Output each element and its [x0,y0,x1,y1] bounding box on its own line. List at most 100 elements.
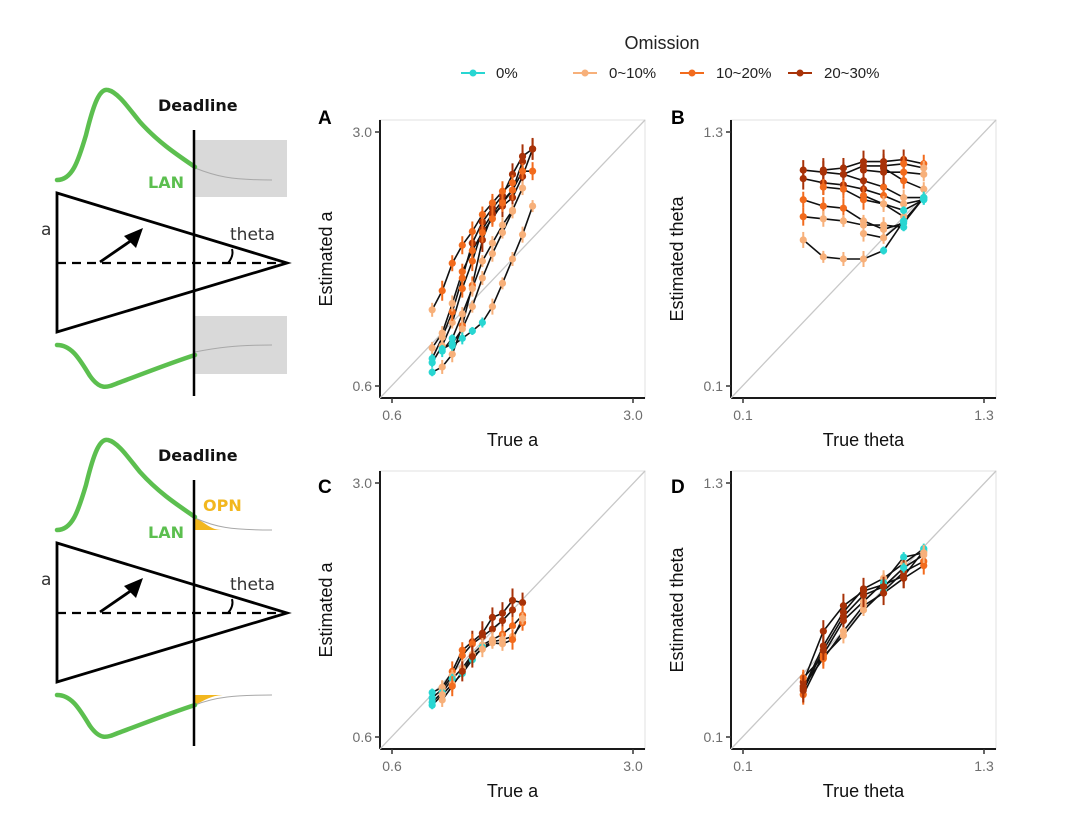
y-tick-label: 3.0 [353,475,373,491]
data-point [488,250,497,258]
theta-angle-arc [227,598,234,614]
data-point [819,253,827,261]
data-point [478,274,486,282]
data-point [478,632,486,641]
data-point [819,646,827,654]
lan-label: LAN [148,523,184,542]
data-point [488,303,497,311]
series-line-2 [431,614,524,703]
data-point [518,167,527,175]
data-point [458,334,466,342]
data-point [859,221,868,229]
opn-curve-upper [194,517,273,531]
data-point [428,368,436,376]
lan-density-lower [54,342,198,389]
data-point [879,234,888,242]
y-axis-title: Estimated a [316,561,336,657]
data-point [879,191,888,200]
panel-letter: C [318,477,332,498]
legend-item-0-10pct: 0~10% [573,65,656,82]
data-point [920,196,928,204]
series-line-0 [431,599,523,694]
data-point [488,199,497,207]
data-point [428,354,436,363]
legend: Omission 0% 0~10% 10~20% 20~30% [461,33,879,82]
data-point [438,363,446,371]
panel-letter: A [318,108,332,129]
data-point [920,551,928,559]
data-point [859,191,868,200]
data-point [839,185,848,193]
data-point [448,318,456,327]
data-point [900,168,908,176]
data-point [900,177,908,185]
data-point [508,606,517,614]
data-point [478,210,486,219]
data-point [458,268,466,276]
y-tick-label: 1.3 [704,124,724,140]
data-point [448,308,456,316]
data-point [518,184,527,192]
x-tick-label: 3.0 [623,407,643,423]
data-point [528,202,537,210]
x-tick-label: 0.1 [733,407,753,423]
lan-density-upper [54,437,198,533]
opn-label: OPN [203,496,242,515]
panel-d: 0.1 1.3 0.1 1.3 True theta Estimated theta D [667,470,997,801]
x-axis-title: True theta [823,430,905,450]
data-point [498,228,507,237]
data-point [478,318,486,327]
x-tick-label: 0.1 [733,758,753,774]
legend-swatch-point [796,69,804,77]
data-point [498,279,507,287]
data-point [879,164,888,172]
data-point [799,174,807,183]
data-point [468,303,476,311]
data-point [448,682,456,690]
data-point [900,223,908,231]
x-tick-label: 3.0 [623,758,643,774]
data-point [428,701,436,709]
series-line-4 [863,169,924,176]
data-point [458,325,466,333]
data-point [468,257,476,265]
legend-label: 0% [496,65,518,82]
data-point [468,285,476,293]
legend-label: 0~10% [609,65,656,82]
y-axis-title: Estimated theta [667,546,687,672]
data-point [428,306,436,314]
data-point [859,591,868,599]
data-point [518,152,527,160]
data-point [458,310,466,318]
x-axis-title: True theta [823,781,905,801]
lan-density-upper [54,87,198,183]
data-point [859,230,868,238]
data-point [900,564,908,572]
data-point [518,598,527,607]
drift-arrow-head [124,228,143,248]
y-axis-title: Estimated theta [667,195,687,321]
data-point [498,187,507,195]
data-point [518,231,527,239]
legend-label: 10~20% [716,65,771,82]
y-tick-label: 3.0 [353,124,373,140]
data-point [859,255,868,263]
data-point [468,640,476,648]
legend-item-0pct: 0% [461,65,518,82]
x-tick-label: 1.3 [974,758,994,774]
data-point [900,160,908,168]
theta-label: theta [230,225,275,245]
data-point [468,246,476,255]
data-point [478,228,486,237]
panel-b: 0.1 1.3 0.1 1.3 True theta Estimated theta B [667,108,997,450]
data-point [488,239,497,247]
legend-swatch-point [581,69,589,77]
data-point [799,686,807,695]
diagram-top: Deadline LAN a theta [41,87,292,396]
data-point [468,652,476,661]
data-point [879,200,888,208]
deadline-label: Deadline [158,446,238,465]
data-point [448,342,456,350]
data-point [508,622,517,630]
